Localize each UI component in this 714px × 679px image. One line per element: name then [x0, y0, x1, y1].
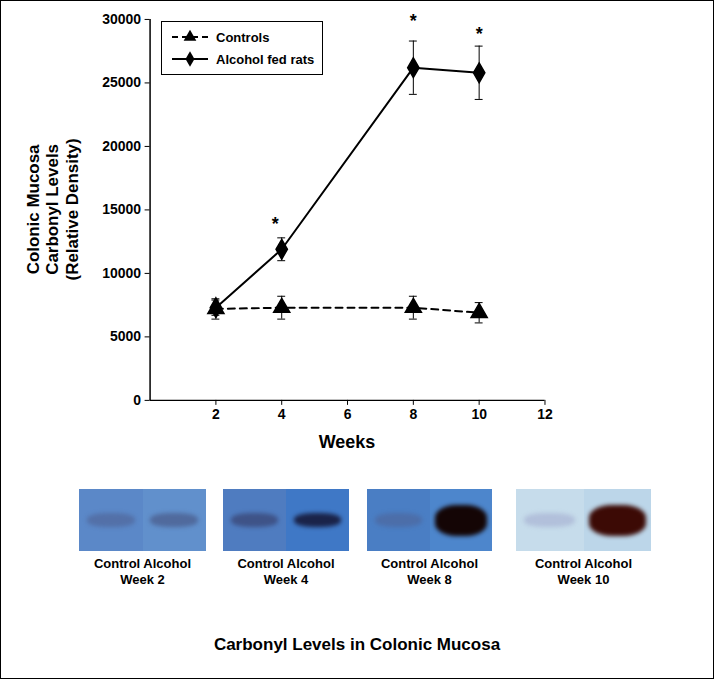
svg-text:Weeks: Weeks — [319, 432, 376, 452]
svg-text:5000: 5000 — [110, 328, 141, 344]
svg-text:6: 6 — [344, 406, 352, 422]
html-text:Alcohol fed rats: Alcohol fed rats — [216, 51, 315, 67]
html-text:Control Alcohol: Control Alcohol — [94, 556, 191, 571]
svg-text:*: * — [476, 24, 483, 44]
html-text:Control Alcohol: Control Alcohol — [237, 556, 335, 571]
html-text:Week 10: Week 10 — [557, 572, 610, 587]
html-text:Week 4: Week 4 — [263, 572, 309, 587]
svg-text:12: 12 — [537, 406, 553, 422]
svg-text:20000: 20000 — [102, 138, 141, 154]
svg-text:0: 0 — [133, 392, 141, 408]
svg-text:4: 4 — [278, 406, 286, 422]
html-text:Week 2: Week 2 — [120, 572, 165, 587]
svg-text:10000: 10000 — [102, 265, 141, 281]
svg-text:8: 8 — [409, 406, 417, 422]
html-text:Carbonyl Levels in Colonic Muc: Carbonyl Levels in Colonic Mucosa — [213, 635, 501, 654]
html-text:Controls: Controls — [216, 29, 270, 45]
html-text:Control Alcohol: Control Alcohol — [535, 556, 632, 571]
svg-text:Colonic MucosaCarbonyl Levels(: Colonic MucosaCarbonyl Levels(Relative D… — [24, 138, 82, 280]
html-text:Control Alcohol: Control Alcohol — [381, 556, 478, 571]
svg-text:2: 2 — [212, 406, 220, 422]
svg-text:10: 10 — [471, 406, 487, 422]
svg-text:*: * — [272, 214, 279, 234]
html-text:Week 8: Week 8 — [407, 572, 452, 587]
svg-text:*: * — [410, 11, 417, 31]
svg-text:30000: 30000 — [102, 11, 141, 27]
svg-text:25000: 25000 — [102, 74, 141, 90]
svg-text:15000: 15000 — [102, 201, 141, 217]
